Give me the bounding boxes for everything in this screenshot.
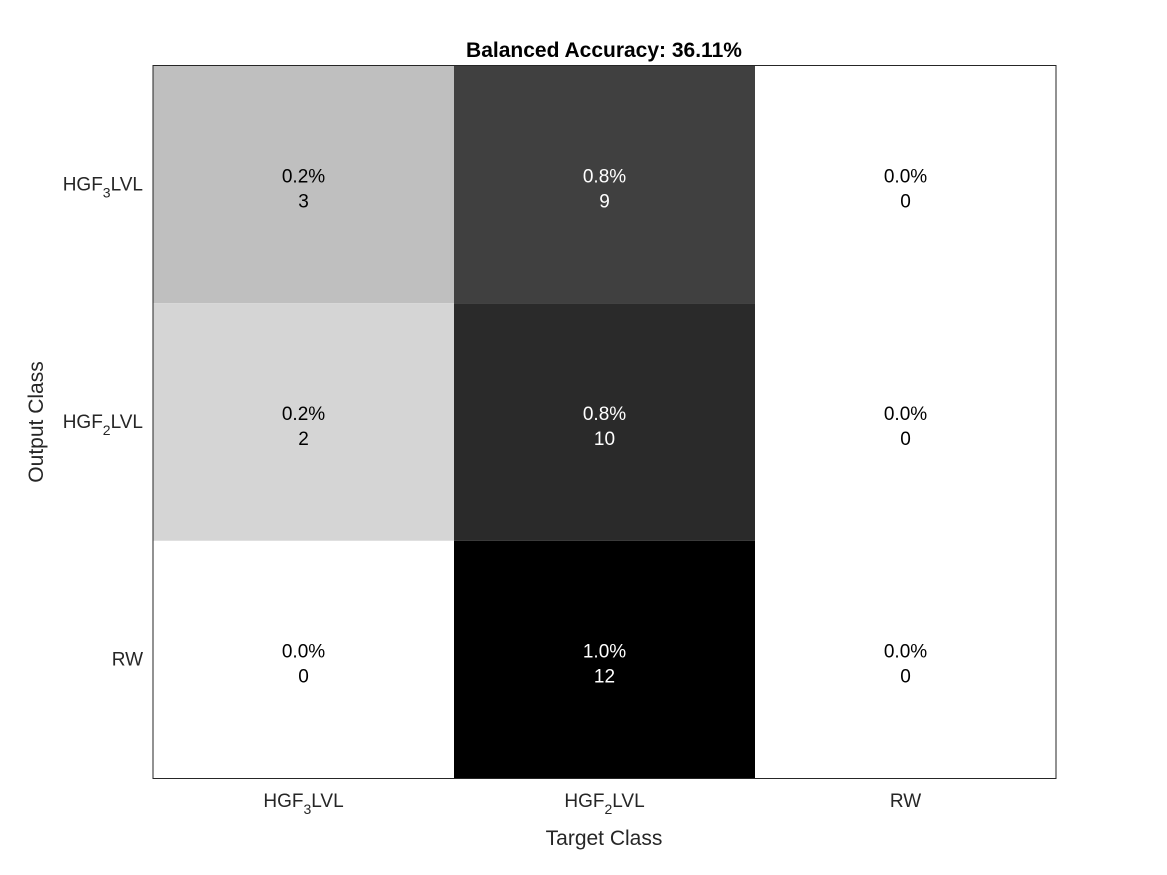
cell-percent-r2-c2: 0.0% [884,642,927,663]
cell-count-r0-c2: 0 [900,191,911,212]
heatmap-cell-r2-c2 [755,540,1056,779]
y-tick-label-1: HGF2LVL [63,412,143,438]
cell-percent-r0-c2: 0.0% [884,166,927,187]
heatmap-cell-r2-c1 [454,540,755,779]
y-tick-label-2: RW [112,650,143,671]
heatmap-cell-r1-c0 [153,303,454,541]
cell-percent-r0-c0: 0.2% [282,166,325,187]
cell-count-r1-c2: 0 [900,429,911,450]
x-tick-labels: HGF3LVL HGF2LVL RW [263,791,921,817]
heatmap-cell-labels: 0.2% 3 0.8% 9 0.0% 0 0.2% 2 0.8% 10 0.0% 0 0.0% 0 1.0%… [282,166,927,687]
plot-frame [152,65,1057,779]
heatmap-cell-r0-c0 [153,65,454,304]
cell-count-r2-c1: 12 [594,667,615,688]
cell-percent-r1-c2: 0.0% [884,404,927,425]
heatmap-cell-r0-c1 [454,65,755,304]
cell-count-r0-c0: 3 [298,191,309,212]
y-tick-label-0: HGF3LVL [63,174,143,200]
cell-percent-r0-c1: 0.8% [583,166,626,187]
cell-count-r2-c2: 0 [900,667,911,688]
chart-title: Balanced Accuracy: 36.11% [466,39,742,62]
heatmap-cell-r0-c2 [755,65,1056,304]
cell-count-r1-c0: 2 [298,429,309,450]
y-axis-label: Output Class [25,361,48,482]
cell-percent-r1-c0: 0.2% [282,404,325,425]
heatmap-cell-r2-c0 [153,540,454,779]
x-tick-label-1: HGF2LVL [564,791,644,817]
cell-percent-r2-c0: 0.0% [282,642,325,663]
x-axis-label: Target Class [546,827,663,850]
cell-count-r0-c1: 9 [599,191,610,212]
heatmap-cells [153,65,1056,779]
heatmap-cell-r1-c2 [755,303,1056,541]
x-tick-label-0: HGF3LVL [263,791,343,817]
cell-count-r1-c1: 10 [594,429,615,450]
cell-count-r2-c0: 0 [298,667,309,688]
y-tick-labels: HGF3LVL HGF2LVL RW [63,174,143,670]
cell-percent-r1-c1: 0.8% [583,404,626,425]
cell-percent-r2-c1: 1.0% [583,642,626,663]
x-tick-label-2: RW [890,791,921,812]
heatmap-cell-r1-c1 [454,303,755,541]
